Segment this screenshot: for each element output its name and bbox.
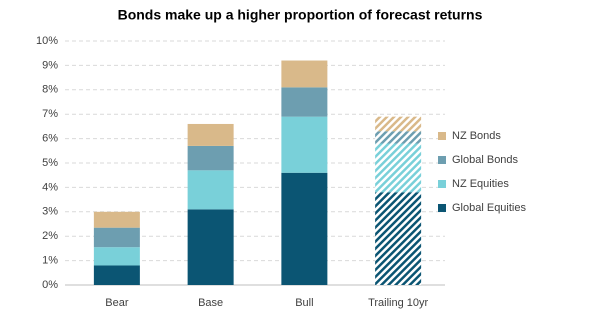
bar-segment [281,172,328,285]
x-tick-label: Bear [105,297,129,309]
legend-label: Global Bonds [452,154,519,166]
legend-swatch [438,132,446,140]
legend-label: NZ Equities [452,178,509,190]
bar-segment [375,192,422,285]
bar-segment [187,123,234,146]
x-tick-label: Bull [295,297,313,309]
y-tick-label: 0% [42,279,58,291]
bar-segment [281,87,328,117]
bar-segment [93,227,140,248]
bar-segment [375,143,422,193]
bar-segment [281,116,328,173]
legend-swatch [438,180,446,188]
x-tick-label: Trailing 10yr [368,297,428,309]
bar-segment [187,170,234,210]
bar-segment [93,247,140,266]
bar-segment [375,116,422,132]
bar-segment [93,265,140,285]
legend-label: Global Equities [452,202,526,214]
y-tick-label: 5% [42,157,58,169]
bar-segment [375,131,422,144]
bar-segment [187,145,234,171]
legend-label: NZ Bonds [452,130,501,142]
bar-segment [93,211,140,228]
y-tick-label: 2% [42,230,58,242]
y-tick-label: 6% [42,133,58,145]
x-tick-label: Base [198,297,223,309]
y-tick-label: 7% [42,108,58,120]
legend-swatch [438,156,446,164]
y-tick-label: 10% [36,35,58,47]
y-tick-label: 3% [42,206,58,218]
y-tick-label: 8% [42,84,58,96]
legend-swatch [438,204,446,212]
bar-segment [187,209,234,285]
y-tick-label: 1% [42,255,58,267]
y-tick-label: 4% [42,181,58,193]
y-tick-label: 9% [42,59,58,71]
chart-title: Bonds make up a higher proportion of for… [118,7,483,23]
bar-segment [281,60,328,88]
